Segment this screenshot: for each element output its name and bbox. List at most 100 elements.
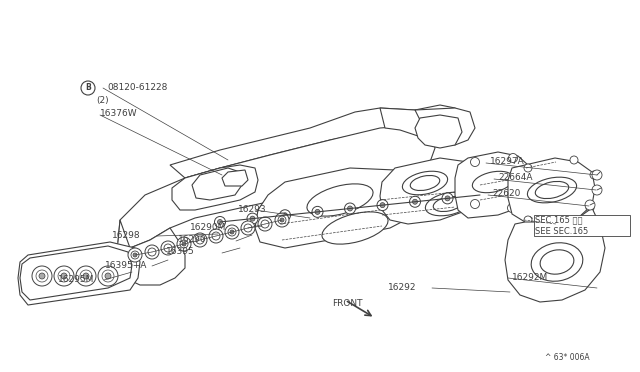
Circle shape xyxy=(61,273,67,279)
Text: B: B xyxy=(85,83,91,93)
Circle shape xyxy=(214,217,225,228)
Circle shape xyxy=(54,266,74,286)
Circle shape xyxy=(177,237,191,251)
Text: FRONT: FRONT xyxy=(332,298,362,308)
Ellipse shape xyxy=(433,196,463,212)
Circle shape xyxy=(209,229,223,243)
Circle shape xyxy=(230,230,234,234)
Polygon shape xyxy=(380,105,460,140)
Circle shape xyxy=(586,204,594,212)
Circle shape xyxy=(32,266,52,286)
Circle shape xyxy=(261,220,269,228)
Polygon shape xyxy=(508,158,595,224)
Circle shape xyxy=(39,273,45,279)
Text: (2): (2) xyxy=(96,96,109,105)
Circle shape xyxy=(525,180,534,189)
Polygon shape xyxy=(115,220,185,285)
Circle shape xyxy=(148,248,156,256)
Text: 16292: 16292 xyxy=(388,283,417,292)
Circle shape xyxy=(81,81,95,95)
Circle shape xyxy=(410,196,420,207)
Circle shape xyxy=(36,270,48,282)
Polygon shape xyxy=(18,242,140,305)
Circle shape xyxy=(470,199,479,208)
Ellipse shape xyxy=(540,250,574,274)
Circle shape xyxy=(218,219,223,224)
Polygon shape xyxy=(380,158,482,224)
Circle shape xyxy=(312,206,323,217)
Circle shape xyxy=(145,245,159,259)
Text: SEC.165 参照: SEC.165 参照 xyxy=(535,215,582,224)
Text: ^ 63* 006A: ^ 63* 006A xyxy=(545,353,590,362)
Ellipse shape xyxy=(322,212,388,244)
Text: 16290M: 16290M xyxy=(190,224,227,232)
Circle shape xyxy=(380,203,385,208)
Polygon shape xyxy=(415,108,475,145)
Text: 08120-61228: 08120-61228 xyxy=(107,83,168,93)
Circle shape xyxy=(282,213,287,218)
Circle shape xyxy=(161,241,175,255)
Polygon shape xyxy=(118,125,435,248)
Circle shape xyxy=(80,270,92,282)
Ellipse shape xyxy=(403,171,447,195)
Circle shape xyxy=(570,218,578,226)
Circle shape xyxy=(445,196,450,201)
Ellipse shape xyxy=(426,192,470,216)
Circle shape xyxy=(275,213,289,227)
Ellipse shape xyxy=(527,177,577,203)
Polygon shape xyxy=(172,165,258,210)
Circle shape xyxy=(280,210,291,221)
Text: 16376W: 16376W xyxy=(100,109,138,118)
Circle shape xyxy=(524,216,532,224)
Text: 16290: 16290 xyxy=(178,235,207,244)
Circle shape xyxy=(98,266,118,286)
Text: 16395+A: 16395+A xyxy=(105,260,147,269)
Circle shape xyxy=(228,228,236,236)
Ellipse shape xyxy=(531,243,583,281)
Ellipse shape xyxy=(307,184,373,216)
Circle shape xyxy=(83,273,89,279)
Polygon shape xyxy=(222,170,248,186)
Polygon shape xyxy=(505,208,605,302)
Circle shape xyxy=(247,213,258,224)
Circle shape xyxy=(470,157,479,167)
Circle shape xyxy=(196,236,204,244)
Circle shape xyxy=(193,233,207,247)
Ellipse shape xyxy=(410,176,440,190)
Circle shape xyxy=(182,242,186,246)
Ellipse shape xyxy=(472,171,514,193)
Circle shape xyxy=(509,154,518,163)
Text: 16395: 16395 xyxy=(166,247,195,257)
Circle shape xyxy=(278,216,286,224)
Text: 16293: 16293 xyxy=(238,205,267,215)
Text: 22664A: 22664A xyxy=(498,173,532,183)
Circle shape xyxy=(58,270,70,282)
Circle shape xyxy=(413,199,417,204)
Circle shape xyxy=(212,232,220,240)
Circle shape xyxy=(344,203,355,214)
Circle shape xyxy=(180,240,188,248)
Circle shape xyxy=(348,206,353,211)
Text: 16298: 16298 xyxy=(112,231,141,241)
Circle shape xyxy=(442,193,453,204)
Circle shape xyxy=(76,266,96,286)
Text: 16297A: 16297A xyxy=(490,157,525,167)
Polygon shape xyxy=(455,152,530,218)
Circle shape xyxy=(258,217,272,231)
Circle shape xyxy=(508,203,516,212)
Text: 22620: 22620 xyxy=(492,189,520,199)
Circle shape xyxy=(102,270,114,282)
Circle shape xyxy=(133,253,137,257)
Circle shape xyxy=(592,185,602,195)
Circle shape xyxy=(570,156,578,164)
Circle shape xyxy=(315,209,320,214)
Text: 16295M: 16295M xyxy=(58,276,94,285)
Polygon shape xyxy=(255,168,418,248)
FancyBboxPatch shape xyxy=(534,215,630,236)
Polygon shape xyxy=(192,168,242,200)
Circle shape xyxy=(250,216,255,221)
Circle shape xyxy=(131,251,139,259)
Circle shape xyxy=(164,244,172,252)
Text: 16292M: 16292M xyxy=(512,273,548,282)
Circle shape xyxy=(128,248,142,262)
